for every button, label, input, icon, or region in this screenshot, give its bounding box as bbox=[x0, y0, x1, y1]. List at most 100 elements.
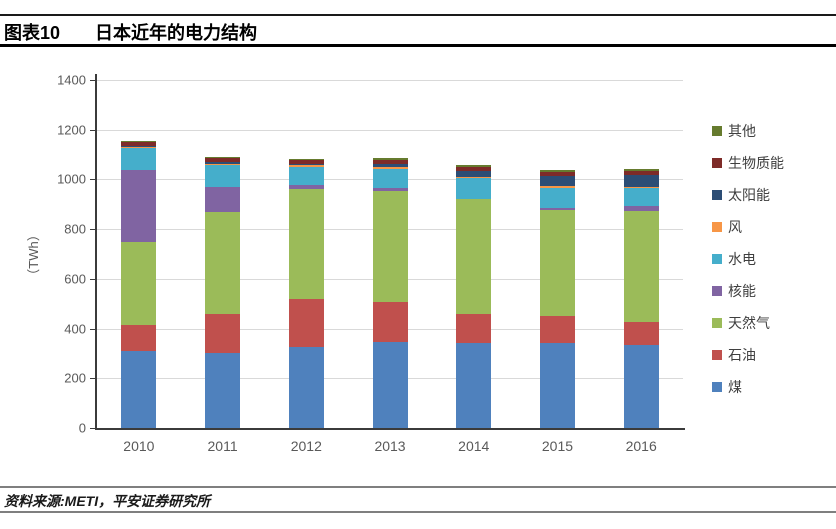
bar-segment bbox=[456, 314, 492, 343]
y-tick-label: 0 bbox=[78, 420, 86, 436]
y-tick-label: 1000 bbox=[57, 171, 86, 187]
bar-group-2012 bbox=[264, 80, 348, 428]
bar-segment bbox=[539, 186, 575, 188]
bar-segment bbox=[539, 343, 575, 428]
legend-item: 煤 bbox=[712, 378, 784, 396]
bar-segment bbox=[539, 176, 575, 187]
bar-segment bbox=[623, 188, 659, 207]
legend-item: 水电 bbox=[712, 250, 784, 268]
bar-segment bbox=[623, 174, 659, 187]
bar-segment bbox=[121, 241, 157, 325]
bar-segment bbox=[456, 178, 492, 200]
bar-segment bbox=[372, 157, 408, 160]
x-tick-label: 2010 bbox=[123, 438, 155, 454]
stacked-bar bbox=[539, 169, 575, 428]
y-tick-mark bbox=[90, 328, 96, 330]
bar-group-2015 bbox=[516, 80, 600, 428]
figure-header: 图表10 日本近年的电力结构 bbox=[4, 19, 257, 45]
x-tick-label: 2015 bbox=[541, 438, 574, 454]
bar-segment bbox=[205, 158, 241, 163]
legend-label: 生物质能 bbox=[728, 155, 784, 171]
legend-label: 天然气 bbox=[728, 315, 770, 331]
x-axis-line bbox=[95, 428, 685, 430]
bar-segment bbox=[205, 163, 241, 165]
legend-item: 风 bbox=[712, 218, 784, 236]
legend-label: 其他 bbox=[728, 123, 756, 139]
y-tick-label: 600 bbox=[64, 271, 86, 287]
bar-segment bbox=[288, 185, 324, 190]
stacked-bar bbox=[121, 140, 157, 428]
legend-label: 煤 bbox=[728, 379, 742, 395]
bar-segment bbox=[121, 170, 157, 242]
bar-segment bbox=[623, 168, 659, 171]
bar-segment bbox=[456, 164, 492, 167]
bar-segment bbox=[623, 186, 659, 189]
x-axis-tick-labels: 2010 2011 2012 2013 2014 2015 2016 bbox=[97, 438, 683, 454]
legend-label: 水电 bbox=[728, 251, 756, 267]
stacked-bar bbox=[288, 158, 324, 428]
y-tick-label: 400 bbox=[64, 321, 86, 337]
legend-swatch-icon bbox=[712, 382, 722, 392]
bar-segment bbox=[372, 190, 408, 302]
y-tick-mark bbox=[90, 229, 96, 231]
y-tick-mark bbox=[90, 278, 96, 280]
stacked-bar bbox=[205, 156, 241, 428]
y-tick-mark bbox=[90, 428, 96, 429]
bar-segment bbox=[288, 165, 324, 167]
bar-segment bbox=[372, 163, 408, 168]
legend-swatch-icon bbox=[712, 190, 722, 200]
figure-number: 图表10 bbox=[4, 23, 61, 43]
bar-segment bbox=[372, 159, 408, 164]
bar-segment bbox=[288, 346, 324, 428]
figure-title: 日本近年的电力结构 bbox=[95, 23, 258, 43]
top-rule bbox=[0, 14, 836, 16]
bar-group-2010 bbox=[97, 80, 181, 428]
bar-segment bbox=[288, 160, 324, 164]
bar-segment bbox=[205, 353, 241, 428]
legend-swatch-icon bbox=[712, 222, 722, 232]
y-tick-mark bbox=[90, 179, 96, 181]
legend-label: 风 bbox=[728, 219, 742, 235]
legend-item: 石油 bbox=[712, 346, 784, 364]
chart-legend: 其他生物质能太阳能风水电核能天然气石油煤 bbox=[712, 122, 784, 396]
gridline bbox=[97, 80, 683, 81]
bar-segment bbox=[372, 301, 408, 342]
stacked-bar bbox=[372, 157, 408, 428]
source-bottom-rule bbox=[0, 511, 836, 513]
stacked-bar bbox=[456, 164, 492, 428]
bar-segment bbox=[205, 164, 241, 188]
legend-swatch-icon bbox=[712, 126, 722, 136]
legend-item: 天然气 bbox=[712, 314, 784, 332]
bar-segment bbox=[288, 166, 324, 186]
legend-label: 石油 bbox=[728, 347, 756, 363]
source-note: 资料来源:METI，平安证券研究所 bbox=[4, 493, 211, 509]
bar-segment bbox=[539, 169, 575, 172]
legend-swatch-icon bbox=[712, 286, 722, 296]
bar-segment bbox=[121, 147, 157, 149]
bar-segment bbox=[121, 146, 157, 148]
bar-segment bbox=[623, 170, 659, 175]
y-tick-label: 800 bbox=[64, 221, 86, 237]
bar-segment bbox=[539, 171, 575, 176]
legend-item: 核能 bbox=[712, 282, 784, 300]
plot-area bbox=[97, 80, 683, 428]
x-tick-label: 2013 bbox=[374, 438, 406, 454]
bar-segment bbox=[372, 167, 408, 169]
bar-segment bbox=[121, 140, 157, 143]
y-tick-mark bbox=[90, 129, 96, 131]
bar-segment bbox=[121, 142, 157, 147]
bar-segment bbox=[205, 156, 241, 159]
bar-segment bbox=[121, 148, 157, 171]
legend-label: 核能 bbox=[728, 283, 756, 299]
bar-group-2011 bbox=[181, 80, 265, 428]
bar-segment bbox=[205, 211, 241, 315]
y-tick-label: 200 bbox=[64, 370, 86, 386]
bar-segment bbox=[539, 315, 575, 344]
stacked-bar bbox=[623, 168, 659, 428]
legend-item: 太阳能 bbox=[712, 186, 784, 204]
bar-segment bbox=[623, 210, 659, 322]
bar-segment bbox=[121, 350, 157, 428]
legend-swatch-icon bbox=[712, 158, 722, 168]
bar-segment bbox=[372, 341, 408, 428]
